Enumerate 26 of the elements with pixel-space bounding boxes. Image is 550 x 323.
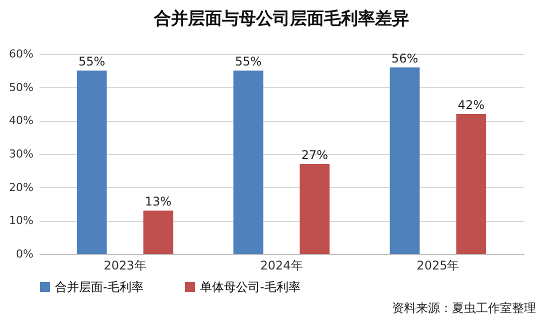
x-tick-label: 2024年 [260,258,303,272]
y-tick-label: 30% [9,148,34,160]
chart-title: 合并层面与母公司层面毛利率差异 [153,9,409,29]
y-tick-label: 0% [16,248,34,260]
y-tick-label: 10% [9,214,34,228]
data-label: 42% [458,98,484,112]
bar [456,114,486,254]
bar [76,70,107,254]
data-label: 55% [78,54,106,69]
text: 资料来源：夏虫工作室整理 [392,300,536,317]
y-tick-label: 50% [9,80,34,94]
bar [300,164,330,254]
data-label: 55% [234,54,262,69]
bar [233,70,264,254]
x-tick-label: 2023年 [104,258,146,272]
legend-label: 合并层面-毛利率 [55,280,144,294]
bar [390,67,420,254]
bar [143,210,174,254]
y-tick-label: 20% [9,180,34,194]
data-label: 13% [144,194,172,209]
data-label: 56% [391,51,418,66]
x-tick-label: 2025年 [416,258,460,272]
y-tick-label: 60% [9,48,34,60]
data-label: 27% [301,148,328,162]
y-tick-label: 40% [9,114,34,128]
legend-label: 单体母公司-毛利率 [200,280,300,294]
